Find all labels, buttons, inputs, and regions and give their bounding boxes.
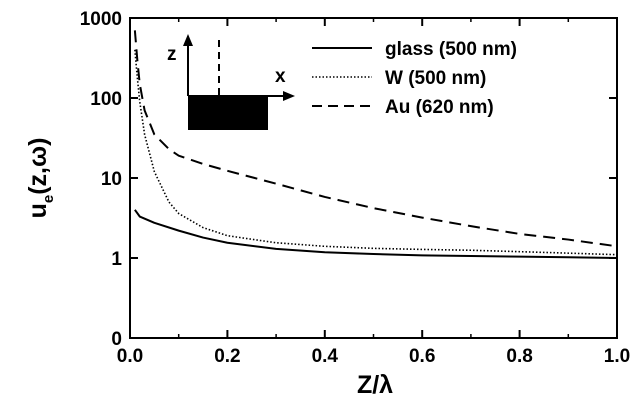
legend: glass (500 nm) W (500 nm) Au (620 nm) xyxy=(312,39,517,118)
series-line-2 xyxy=(133,30,618,248)
inset-z-label: z xyxy=(167,44,177,65)
y-axis-title-sub: e xyxy=(40,195,57,203)
y-tick-label: 10 xyxy=(101,169,122,190)
y-tick-label: 1000 xyxy=(80,9,122,30)
plot-frame xyxy=(129,17,618,339)
legend-label-w: W (500 nm) xyxy=(385,68,486,89)
x-axis-title: Z/λ xyxy=(357,371,393,399)
y-axis-ticks: 0 1 10 100 1000 xyxy=(80,9,617,350)
series-line-1 xyxy=(134,49,618,256)
series-layer xyxy=(133,30,618,259)
y-axis-title-main: u xyxy=(24,203,52,218)
inset-schematic: z x xyxy=(167,34,295,130)
inset-z-arrow xyxy=(183,34,193,46)
x-tick-label: 0.0 xyxy=(117,346,143,367)
inset-x-label: x xyxy=(275,66,286,87)
inset-x-arrow xyxy=(283,91,295,101)
x-tick-label: 0.6 xyxy=(409,346,435,367)
x-tick-label: 0.4 xyxy=(312,346,339,367)
y-tick-label: 1 xyxy=(111,249,122,270)
inset-block xyxy=(188,96,268,130)
x-tick-label: 0.2 xyxy=(214,346,240,367)
y-tick-label: 0 xyxy=(111,329,122,350)
series-line-0 xyxy=(134,209,618,259)
y-tick-label: 100 xyxy=(90,89,122,110)
x-tick-label: 0.8 xyxy=(506,346,532,367)
x-axis-ticks: 0.0 0.2 0.4 0.6 0.8 1.0 xyxy=(117,18,630,367)
y-axis-title: ue(z,ω) xyxy=(24,138,57,219)
x-tick-label: 1.0 xyxy=(604,346,630,367)
y-axis-title-args: (z,ω) xyxy=(24,138,52,195)
legend-label-au: Au (620 nm) xyxy=(385,97,494,118)
legend-label-glass: glass (500 nm) xyxy=(385,39,517,60)
